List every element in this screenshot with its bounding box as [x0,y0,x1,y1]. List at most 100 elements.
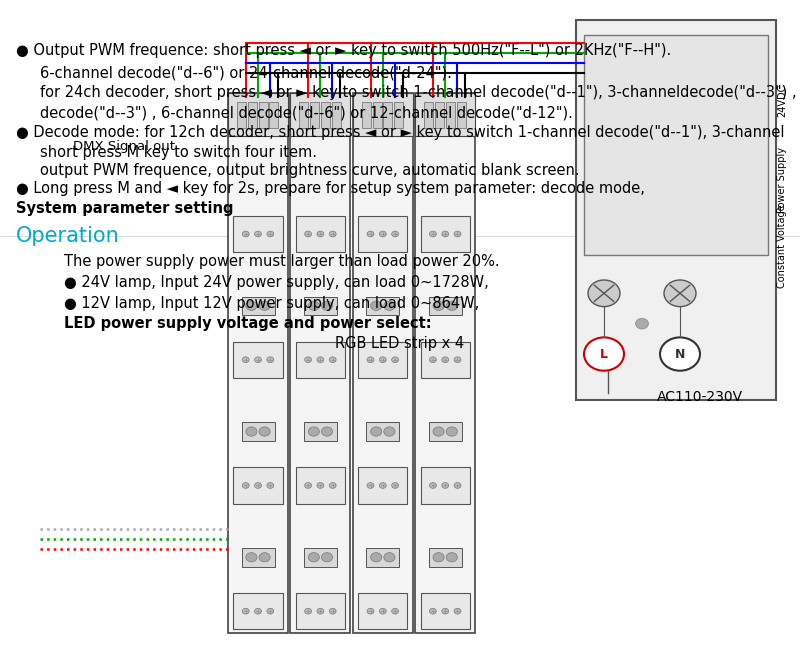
Circle shape [442,608,449,614]
Circle shape [454,483,461,488]
Circle shape [305,483,311,488]
Circle shape [308,553,319,562]
Bar [358,593,407,629]
Bar [421,593,470,629]
Bar [394,102,403,128]
Bar [362,102,371,128]
Circle shape [392,231,398,237]
Circle shape [379,357,386,362]
Circle shape [267,608,274,614]
Text: DMX Signal out: DMX Signal out [73,140,175,153]
Text: AC110-230V: AC110-230V [657,390,743,404]
Bar [366,422,399,441]
Bar [296,342,345,378]
Circle shape [664,280,696,306]
Bar [373,102,382,128]
Circle shape [430,483,436,488]
Circle shape [242,608,249,614]
Circle shape [308,427,319,436]
Circle shape [442,483,449,488]
Circle shape [317,483,324,488]
Circle shape [317,608,324,614]
Bar [296,468,345,503]
Bar [228,93,288,633]
Circle shape [446,301,458,310]
Text: for 24ch decoder, short press ◄ or ► key to switch 1-channel decode("d--1"), 3-c: for 24ch decoder, short press ◄ or ► key… [40,85,797,101]
Circle shape [433,553,444,562]
Circle shape [267,483,274,488]
Text: output PWM frequence, output brightness curve, automatic blank screen.: output PWM frequence, output brightness … [40,163,580,178]
Bar [321,102,330,128]
Circle shape [259,301,270,310]
Bar [234,216,282,252]
Bar [290,93,350,633]
Text: L: L [600,348,608,360]
Circle shape [379,608,386,614]
Text: N: N [675,348,685,360]
Bar [296,216,345,252]
Circle shape [305,357,311,362]
Bar [242,548,274,567]
Bar [304,422,337,441]
Bar [366,548,399,567]
Circle shape [384,553,395,562]
Circle shape [454,608,461,614]
Circle shape [242,357,249,362]
Circle shape [330,357,336,362]
Bar [248,102,257,128]
Bar [358,342,407,378]
Text: ● 12V lamp, Input 12V power supply, can load 0~864W,: ● 12V lamp, Input 12V power supply, can … [64,296,479,312]
Text: ● Long press M and ◄ key for 2s, prepare for setup system parameter: decode mode: ● Long press M and ◄ key for 2s, prepare… [16,181,645,196]
Text: The power supply power must larger than load power 20%.: The power supply power must larger than … [64,254,500,269]
Bar [258,102,267,128]
Circle shape [367,483,374,488]
Text: short press M key to switch four item.: short press M key to switch four item. [40,145,317,161]
Circle shape [433,427,444,436]
Circle shape [446,427,458,436]
Bar [242,296,274,315]
Circle shape [392,357,398,362]
Circle shape [317,231,324,237]
Circle shape [330,608,336,614]
Bar [421,216,470,252]
Text: decode("d--3") , 6-channel decode("d--6") or 12-channel decode("d-12").: decode("d--3") , 6-channel decode("d--6"… [40,105,573,121]
Bar [299,102,308,128]
Circle shape [246,553,257,562]
Circle shape [442,231,449,237]
Bar [296,593,345,629]
Circle shape [259,553,270,562]
Bar [429,422,462,441]
Bar [576,20,776,400]
Text: System parameter setting: System parameter setting [16,201,234,216]
Circle shape [379,483,386,488]
Text: RGB LED strip x 4: RGB LED strip x 4 [335,336,465,352]
Bar [290,93,350,137]
Bar [415,93,475,633]
Circle shape [430,608,436,614]
Circle shape [330,231,336,237]
Circle shape [259,427,270,436]
Text: ● 24V lamp, Input 24V power supply, can load 0~1728W,: ● 24V lamp, Input 24V power supply, can … [64,275,489,290]
Circle shape [636,318,648,329]
Text: ● Output PWM frequence: short press ◄ or ► key to switch 500Hz("F--L") or 2KHz(": ● Output PWM frequence: short press ◄ or… [16,43,671,59]
Text: Power Supply: Power Supply [778,147,787,213]
Circle shape [454,357,461,362]
Bar [457,102,466,128]
Circle shape [370,301,382,310]
Bar [353,93,413,137]
Circle shape [392,483,398,488]
Circle shape [379,231,386,237]
Bar [358,216,407,252]
Circle shape [322,427,333,436]
Circle shape [246,427,257,436]
Circle shape [254,608,262,614]
Circle shape [242,231,249,237]
Text: 24VDC: 24VDC [778,83,787,117]
Bar [584,35,768,255]
Bar [358,468,407,503]
Bar [429,296,462,315]
Circle shape [322,301,333,310]
Bar [270,102,278,128]
Bar [353,93,413,633]
Text: LED power supply voltage and power select:: LED power supply voltage and power selec… [64,316,432,332]
